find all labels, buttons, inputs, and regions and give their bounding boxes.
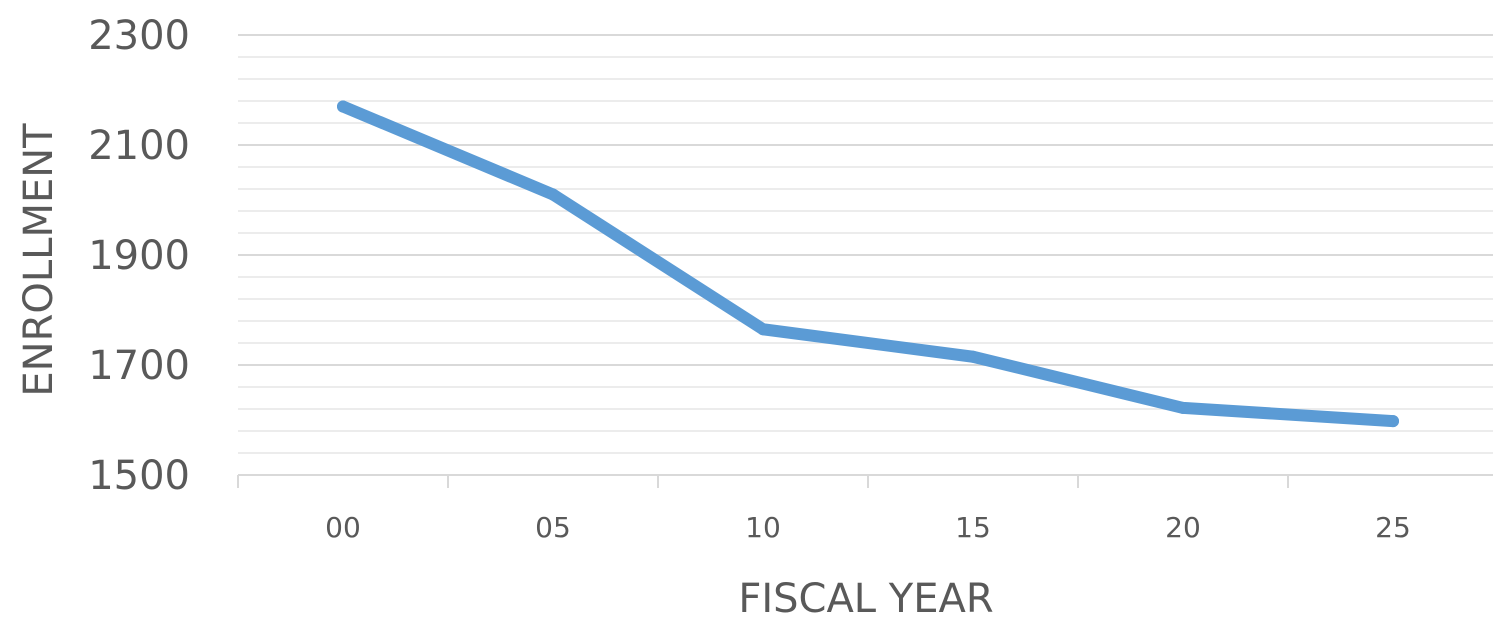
series-line	[337, 100, 1399, 428]
y-axis-tick-labels: 1500 1700 1900 2100 2300	[88, 13, 190, 499]
y-tick-label: 1900	[88, 233, 190, 279]
x-tick-label: 15	[955, 511, 991, 544]
data-point	[547, 188, 559, 201]
x-tick-label: 10	[745, 511, 781, 544]
x-axis-tick-labels: 00 05 10 15 20 25	[325, 511, 1411, 544]
data-point	[967, 350, 979, 363]
y-tick-label: 1700	[88, 343, 190, 389]
x-axis-ticks	[237, 475, 1289, 488]
major-gridlines	[238, 34, 1493, 366]
y-tick-label: 1500	[88, 453, 190, 499]
data-point	[1387, 415, 1399, 428]
x-tick-label: 05	[535, 511, 571, 544]
x-axis-title: FISCAL YEAR	[738, 576, 993, 618]
data-point	[337, 100, 349, 113]
series-layer	[337, 100, 1399, 428]
x-tick-label: 20	[1165, 511, 1201, 544]
y-axis-title: ENROLLMENT	[16, 123, 62, 397]
x-tick-label: 25	[1375, 511, 1411, 544]
data-point	[757, 323, 769, 336]
y-tick-label: 2100	[88, 123, 190, 169]
x-tick-label: 00	[325, 511, 361, 544]
data-point	[1177, 401, 1189, 414]
y-tick-label: 2300	[88, 13, 190, 59]
